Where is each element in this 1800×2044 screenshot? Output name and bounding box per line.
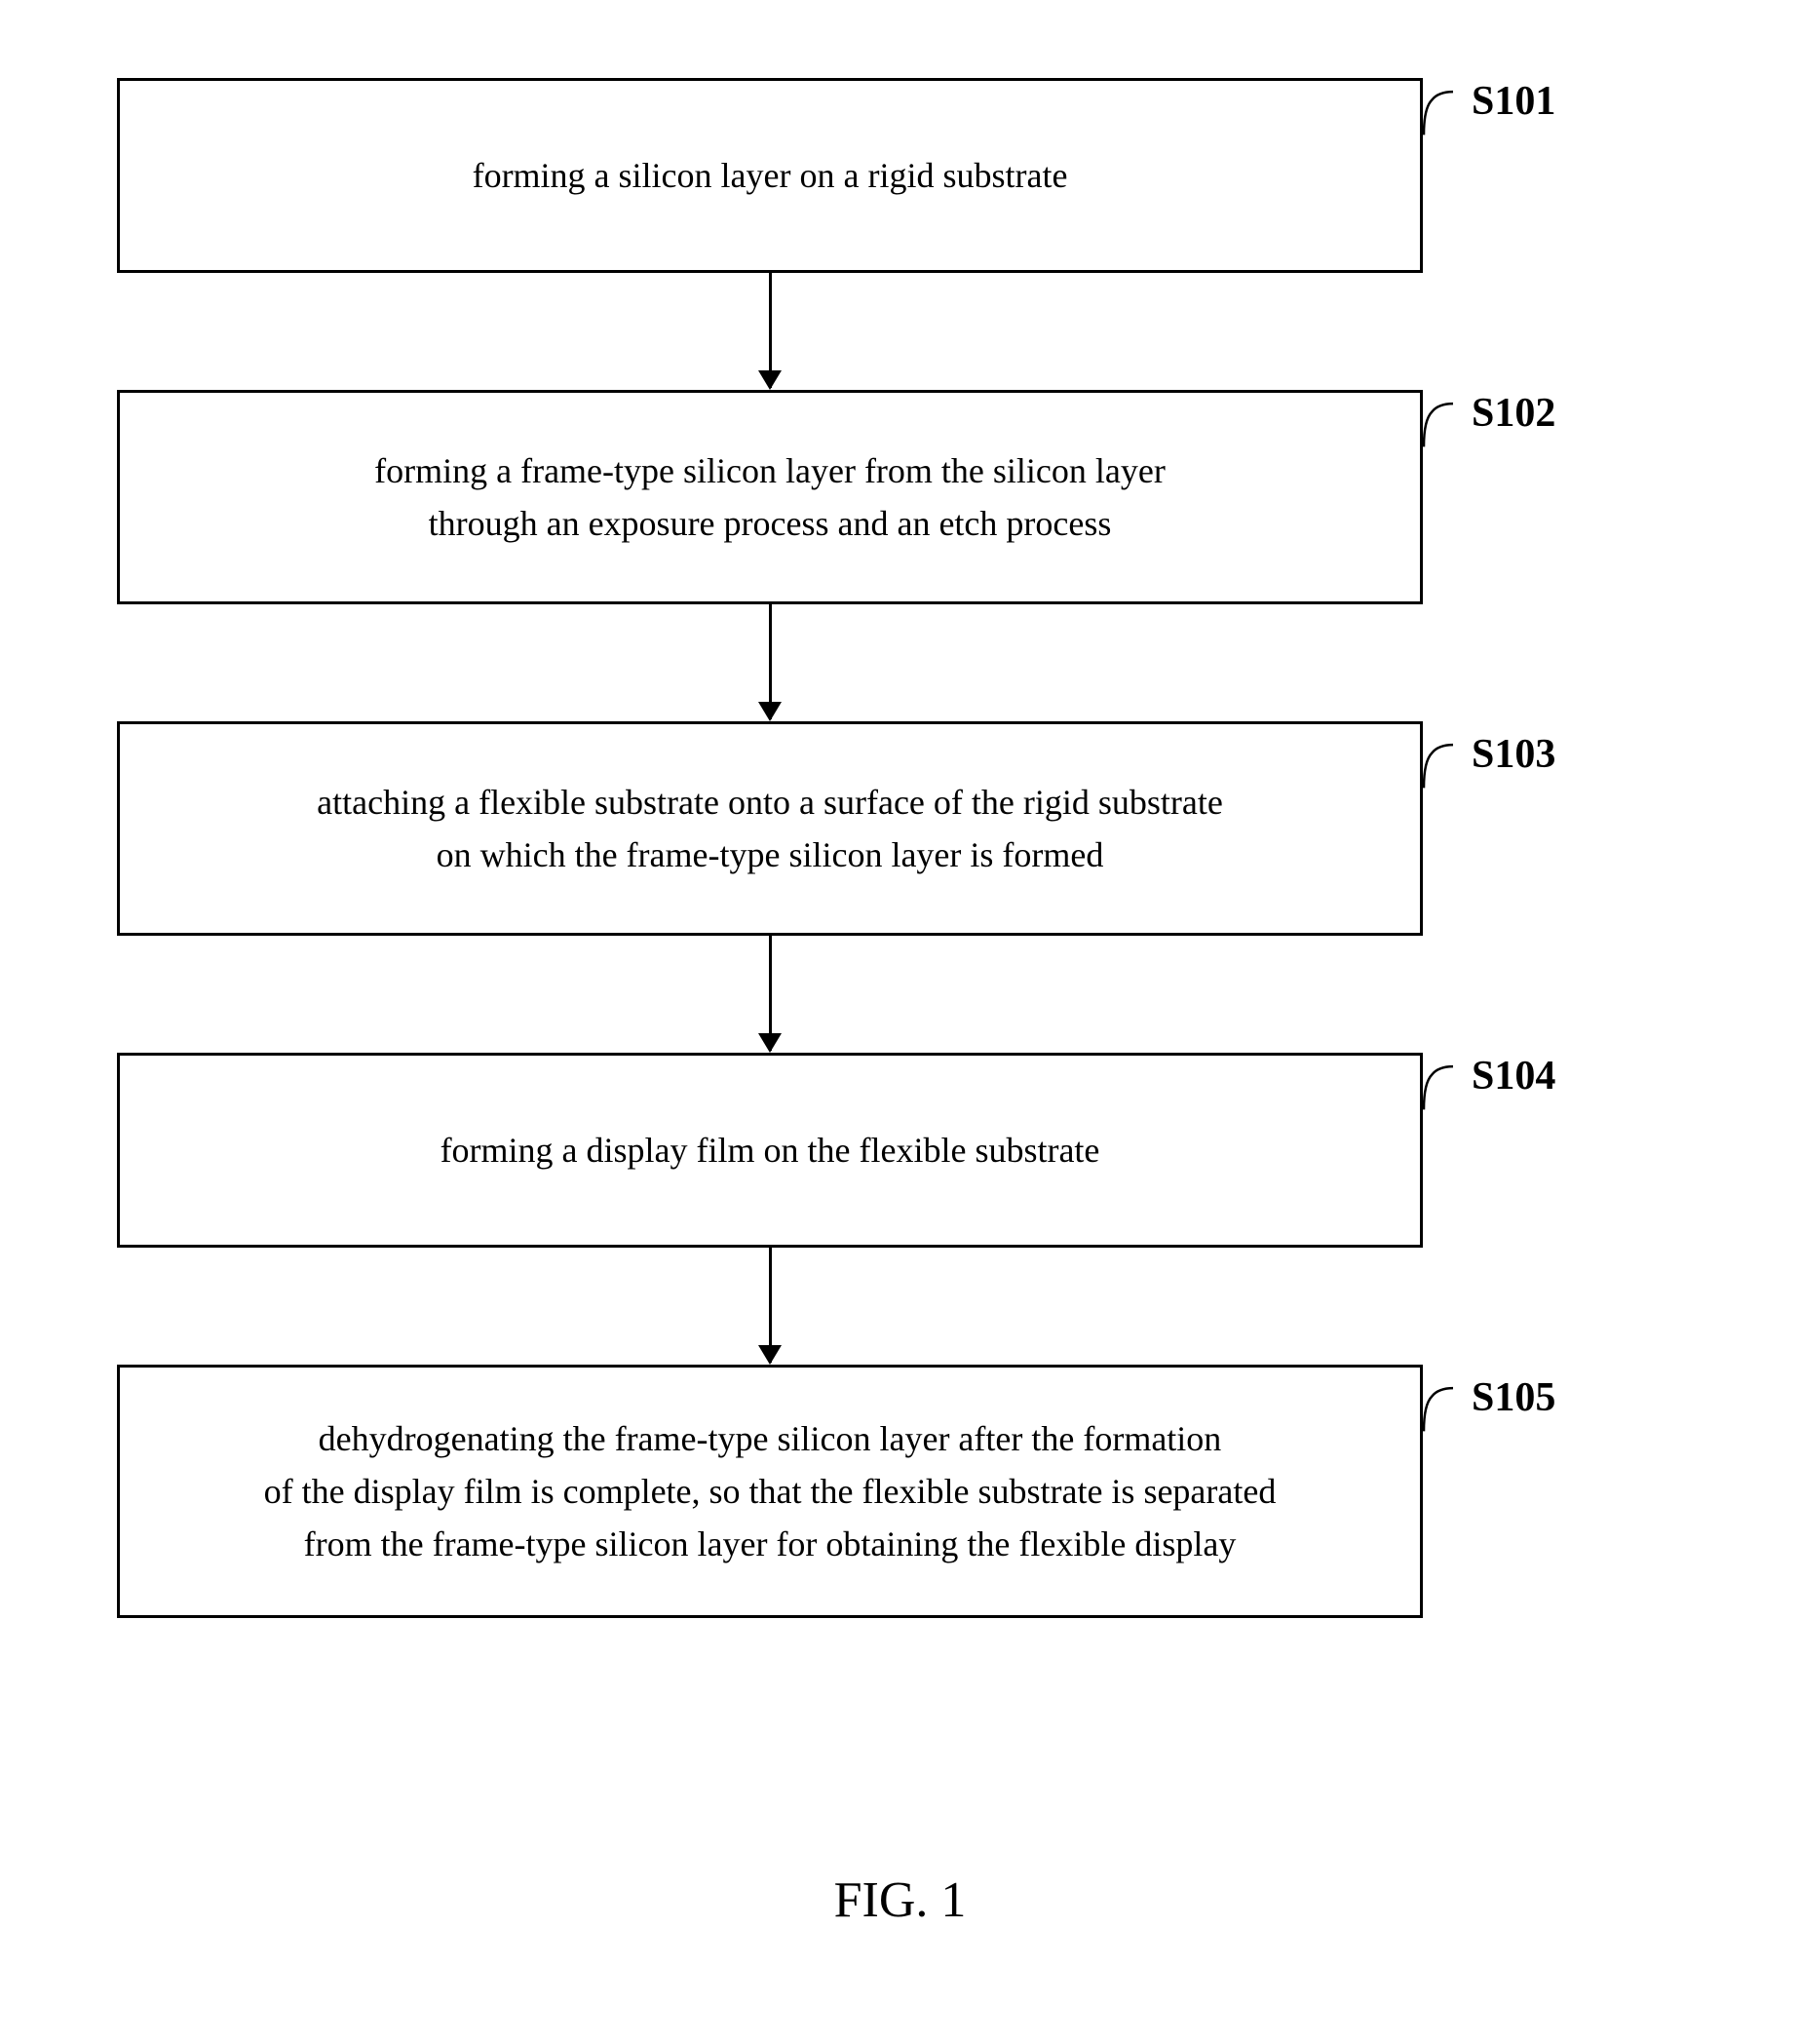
flowchart-box: attaching a flexible substrate onto a su… <box>117 721 1423 936</box>
step-label: S103 <box>1472 731 1555 778</box>
step-label: S104 <box>1472 1053 1555 1099</box>
leader-curve <box>1419 1384 1458 1433</box>
step-label: S102 <box>1472 390 1555 437</box>
arrow-head <box>758 1345 782 1365</box>
flowchart-box: forming a silicon layer on a rigid subst… <box>117 78 1423 273</box>
leader-curve <box>1419 88 1458 136</box>
flowchart-box: dehydrogenating the frame-type silicon l… <box>117 1365 1423 1618</box>
flowchart-box-text: forming a silicon layer on a rigid subst… <box>473 149 1068 202</box>
flowchart-box-text: forming a frame-type silicon layer from … <box>374 444 1166 550</box>
flowchart-box-text: attaching a flexible substrate onto a su… <box>317 776 1223 881</box>
flowchart-step-row: forming a silicon layer on a rigid subst… <box>117 78 1676 273</box>
step-label: S105 <box>1472 1374 1555 1421</box>
arrow-head <box>758 370 782 390</box>
flowchart-arrow <box>117 936 1423 1053</box>
step-label: S101 <box>1472 78 1555 125</box>
flowchart-step-row: forming a display film on the flexible s… <box>117 1053 1676 1248</box>
flowchart-step-row: forming a frame-type silicon layer from … <box>117 390 1676 604</box>
arrow-head <box>758 1033 782 1053</box>
flowchart-box: forming a frame-type silicon layer from … <box>117 390 1423 604</box>
arrow-head <box>758 702 782 721</box>
flowchart-arrow <box>117 1248 1423 1365</box>
flowchart-step-row: dehydrogenating the frame-type silicon l… <box>117 1365 1676 1618</box>
figure-caption: FIG. 1 <box>0 1871 1800 1929</box>
leader-curve <box>1419 1062 1458 1111</box>
flowchart-box-text: dehydrogenating the frame-type silicon l… <box>264 1412 1277 1570</box>
flowchart-arrow <box>117 273 1423 390</box>
flowchart-box: forming a display film on the flexible s… <box>117 1053 1423 1248</box>
flowchart-box-text: forming a display film on the flexible s… <box>440 1124 1100 1176</box>
flowchart-container: forming a silicon layer on a rigid subst… <box>117 78 1676 1618</box>
flowchart-arrow <box>117 604 1423 721</box>
flowchart-step-row: attaching a flexible substrate onto a su… <box>117 721 1676 936</box>
leader-curve <box>1419 400 1458 448</box>
leader-curve <box>1419 741 1458 790</box>
